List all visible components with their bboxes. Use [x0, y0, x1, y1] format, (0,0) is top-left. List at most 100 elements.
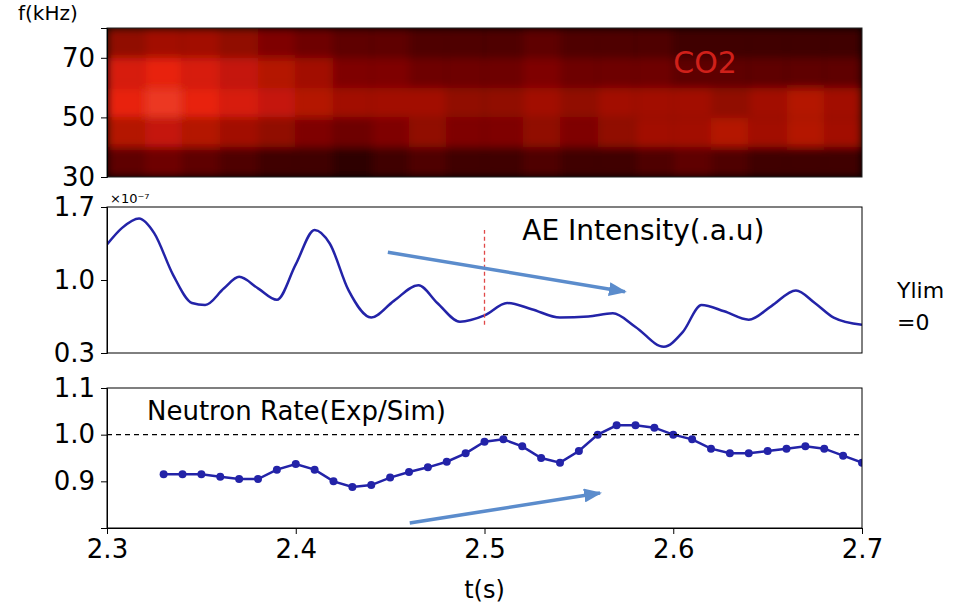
heatmap-cell: [598, 28, 636, 58]
heatmap-cell: [107, 58, 145, 88]
tick-label: 50: [62, 102, 95, 132]
heatmap-cells: [107, 28, 862, 177]
heatmap-cell: [183, 117, 221, 147]
heatmap-cell: [787, 147, 825, 177]
heatmap-cell: [409, 88, 447, 118]
tick-label: 2.6: [653, 534, 694, 564]
heatmap-cell: [334, 117, 372, 147]
heatmap-cell: [107, 88, 145, 118]
heatmap-cell: [824, 117, 862, 147]
heatmap-cell: [145, 88, 183, 118]
panel: 0.91.01.12.32.42.52.62.7Neutron Rate(Exp…: [54, 373, 884, 604]
tick: 2.6: [653, 528, 694, 564]
tick: 1.7: [54, 192, 107, 222]
heatmap-cell: [107, 117, 145, 147]
tick: 0.9: [54, 466, 107, 496]
data-point: [160, 470, 168, 478]
heatmap-cell: [183, 147, 221, 177]
heatmap-cell: [636, 88, 674, 118]
heatmap-cell: [145, 58, 183, 88]
data-point: [499, 435, 507, 443]
heatmap-cell: [522, 117, 560, 147]
heatmap-cell: [258, 147, 296, 177]
heatmap-cell: [258, 58, 296, 88]
heatmap-cell: [673, 117, 711, 147]
heatmap-cell: [145, 117, 183, 147]
heatmap-cell: [824, 88, 862, 118]
tick: 1.1: [54, 373, 107, 403]
heatmap-cell: [560, 117, 598, 147]
data-point: [273, 466, 281, 474]
tick-mark: [101, 481, 107, 482]
heatmap-cell: [296, 58, 334, 88]
panel: 305070f(kHz)CO2: [18, 1, 862, 192]
tick-label: 1.0: [54, 265, 95, 295]
heatmap-cell: [258, 88, 296, 118]
tick-mark: [101, 388, 107, 389]
heatmap-cell: [787, 58, 825, 88]
tick-mark: [107, 528, 108, 534]
heatmap-cell: [371, 88, 409, 118]
heatmap-cell: [145, 28, 183, 58]
data-point: [745, 449, 753, 457]
heatmap-cell: [522, 147, 560, 177]
heatmap-cell: [522, 28, 560, 58]
heatmap-cell: [711, 88, 749, 118]
heatmap-cell: [183, 88, 221, 118]
heatmap-cell: [258, 117, 296, 147]
data-point: [518, 442, 526, 450]
heatmap-cell: [334, 58, 372, 88]
marker-line: [484, 230, 485, 325]
annotation: Ylim: [896, 278, 944, 303]
tick: 2.5: [464, 528, 505, 564]
axis-line: [101, 208, 108, 354]
data-point: [235, 475, 243, 483]
axis-line: [101, 389, 108, 529]
panel-title: AE Intensity(.a.u): [522, 214, 764, 247]
heatmap-cell: [183, 28, 221, 58]
heatmap-cell: [824, 58, 862, 88]
tick: 50: [62, 102, 107, 132]
tick: 0.3: [54, 338, 107, 368]
data-point: [254, 475, 262, 483]
heatmap-cell: [598, 147, 636, 177]
heatmap-cell: [447, 88, 485, 118]
data-point: [462, 449, 470, 457]
trend-arrow: [410, 493, 600, 523]
annotation: =0: [897, 310, 929, 335]
heatmap-cell: [220, 58, 258, 88]
tick-label: 70: [62, 43, 95, 73]
data-point: [216, 473, 224, 481]
heatmap-cell: [749, 88, 787, 118]
tick-label: 2.4: [276, 534, 317, 564]
heatmap-cell: [749, 58, 787, 88]
data-point: [575, 447, 583, 455]
heatmap-cell: [447, 58, 485, 88]
heatmap-cell: [371, 117, 409, 147]
data-point: [386, 474, 394, 482]
heatmap-cell: [334, 28, 372, 58]
heatmap-cell: [220, 117, 258, 147]
heatmap-cell: [636, 28, 674, 58]
tick-mark: [485, 528, 486, 534]
heatmap-cell: [220, 88, 258, 118]
heatmap-cell: [371, 28, 409, 58]
data-point: [858, 459, 862, 467]
y-axis: 30 50 70: [62, 29, 108, 192]
heatmap-cell: [485, 117, 523, 147]
tick-mark: [101, 117, 107, 118]
heatmap-cell: [485, 147, 523, 177]
heatmap-cell: [560, 88, 598, 118]
panel-title: Neutron Rate(Exp/Sim): [147, 396, 446, 426]
heatmap-cell: [636, 58, 674, 88]
tick-label: 30: [62, 162, 95, 192]
tick-label: 2.5: [464, 534, 505, 564]
heatmap-cell: [447, 28, 485, 58]
heatmap-cell: [824, 28, 862, 58]
data-point: [820, 445, 828, 453]
heatmap-cell: [145, 147, 183, 177]
reference-line: [107, 434, 862, 435]
annotation: CO2: [673, 45, 737, 80]
heatmap-cell: [598, 88, 636, 118]
heatmap-cell: [371, 147, 409, 177]
